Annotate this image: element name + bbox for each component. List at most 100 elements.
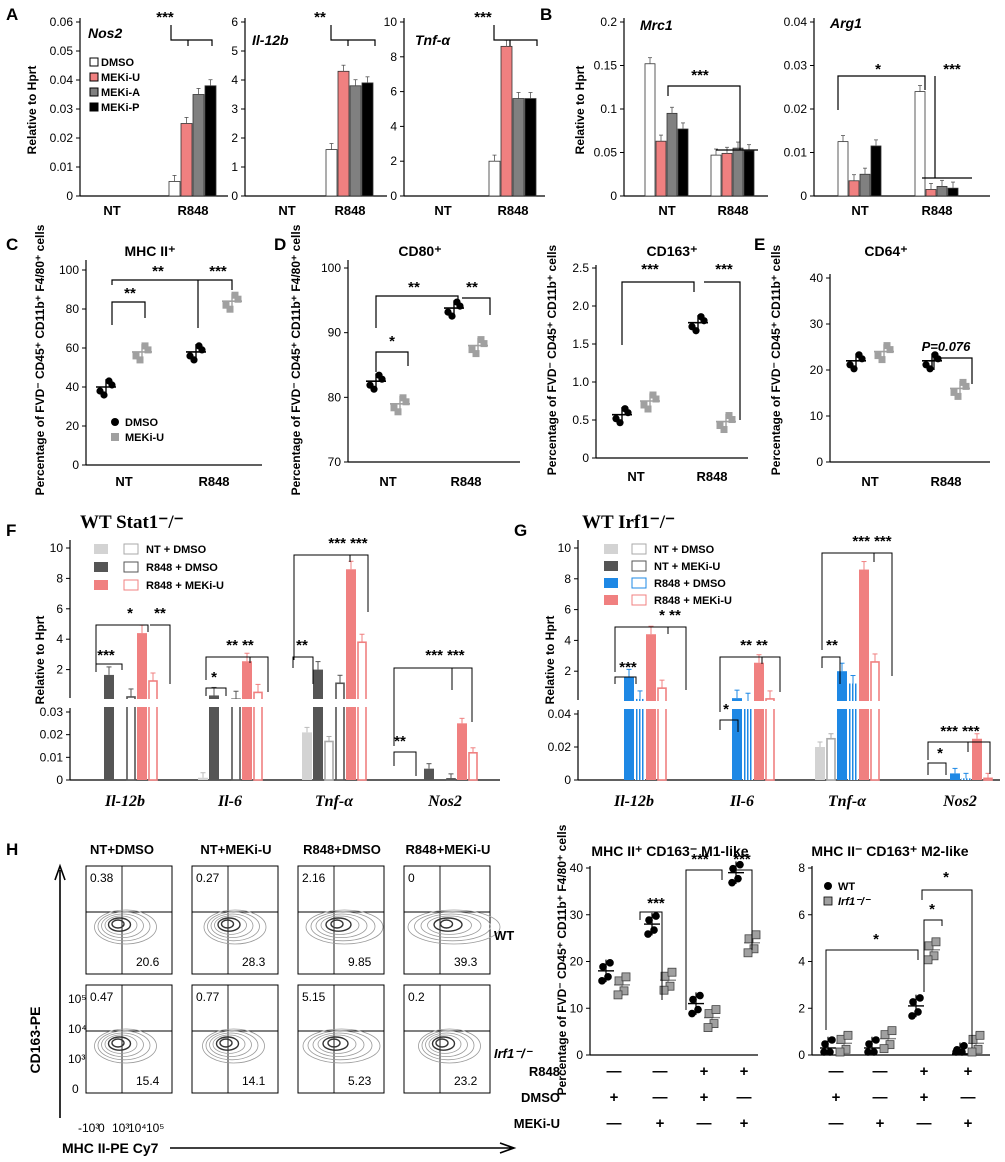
y-tick-label: 0 (390, 189, 397, 203)
significance-mark: *** (715, 261, 733, 278)
contour-line (104, 915, 138, 935)
significance-mark: ** (154, 605, 166, 622)
y-tick-label: 0.02 (40, 728, 64, 742)
y-tick-label: 6 (564, 603, 571, 617)
data-point (399, 394, 407, 402)
y-tick-label: 2.5 (572, 261, 589, 275)
significance-bracket (719, 656, 781, 712)
data-point (652, 912, 660, 920)
panel-a: Relative to Hprt Nos2 0 0.01 0.02 0.03 0.04 0… (25, 9, 545, 218)
data-point (190, 356, 198, 364)
y-tick-label: 0.1 (600, 102, 617, 116)
x-tick-label: NT (861, 474, 878, 489)
legend-swatch (89, 87, 99, 97)
significance-mark: ** (394, 733, 406, 750)
y-tick-label: 4 (231, 73, 238, 87)
condition-mark: + (610, 1089, 619, 1106)
quadrant-value-lower: 14.1 (242, 1074, 266, 1088)
x-axis-arrow (170, 1142, 517, 1154)
y-tick-label: 8 (390, 50, 397, 64)
condition-mark: — (607, 1063, 622, 1080)
condition-mark: + (876, 1115, 885, 1132)
contour-line (111, 919, 125, 929)
legend-swatch (631, 577, 647, 589)
x-tick-label: R848 (198, 474, 229, 489)
contour-line (302, 1028, 381, 1064)
chart-title: Nos2 (88, 25, 122, 41)
y-tick-label: 2.0 (572, 299, 589, 313)
significance-mark: *** (691, 67, 709, 84)
contour-line (327, 1038, 341, 1048)
y-tick-label: 0 (72, 458, 79, 472)
y-tick-label: 0.01 (40, 750, 64, 764)
data-point (886, 346, 894, 354)
contour-line (420, 913, 482, 939)
quadrant-value-lower: 20.6 (136, 955, 160, 969)
data-point (960, 1042, 968, 1050)
y-tick-label: 0.5 (572, 413, 589, 427)
significance-bracket (685, 869, 753, 1010)
bar (950, 773, 960, 780)
contour-line (107, 917, 132, 932)
bar (361, 82, 374, 197)
y-tick-label: 0 (56, 773, 63, 787)
significance-bracket (933, 357, 973, 384)
legend-label: R848 + DMSO (146, 562, 218, 574)
y-tick-label: 30 (810, 317, 824, 331)
significance-bracket (825, 949, 919, 1030)
contour-line (101, 913, 144, 939)
bar (512, 98, 525, 197)
chart-title: MHC II⁻ CD163⁺ M2-like (811, 843, 968, 859)
y-tick-label: 6 (798, 908, 805, 922)
data-point (835, 1047, 845, 1057)
significance-mark: *** (647, 895, 665, 912)
significance-mark: * (929, 901, 935, 918)
data-point (624, 409, 632, 417)
quadrant-value-upper: 0.77 (196, 990, 220, 1004)
y-tick-label: 0 (231, 189, 238, 203)
data-point (821, 1040, 829, 1048)
data-point (606, 959, 614, 967)
y-tick-label: 4 (56, 632, 63, 646)
bar (732, 698, 742, 780)
bar (947, 187, 959, 197)
legend-marker (824, 882, 832, 890)
contour-line (310, 911, 376, 942)
legend-swatch (631, 560, 647, 572)
chart-title: Mrc1 (640, 17, 673, 33)
bar (826, 737, 836, 781)
quadrant-value-upper: 0.2 (408, 990, 425, 1004)
significance-mark: *** (641, 261, 659, 278)
data-point (480, 340, 488, 348)
data-point (950, 388, 958, 396)
x-tick-label: R848 (450, 474, 481, 489)
y-tick-label: 0 (582, 451, 589, 465)
data-point (858, 355, 866, 363)
bar (180, 123, 193, 197)
bar (925, 189, 937, 197)
data-point (468, 346, 476, 354)
bar (721, 152, 733, 197)
contour-line (97, 911, 151, 942)
legend-label: DMSO (125, 417, 158, 429)
contour-line (210, 913, 254, 939)
panel-label-a: A (6, 5, 18, 24)
legend-label: NT + DMSO (146, 544, 207, 556)
y-tick-label: 90 (328, 326, 342, 340)
contour-line (317, 1034, 357, 1054)
data-point (736, 860, 744, 869)
bar (192, 94, 205, 197)
legend-swatch (123, 561, 139, 573)
y-tick-label: 0 (66, 189, 73, 203)
flow-tick-label: 10³ (112, 1121, 129, 1135)
y-tick-label: 2 (564, 664, 571, 678)
data-point (720, 426, 728, 434)
significance-bracket (292, 656, 314, 684)
significance-bracket (821, 656, 841, 684)
panel-label-c: C (6, 235, 18, 254)
y-tick-label: 40 (570, 861, 584, 875)
legend-swatch (604, 595, 618, 605)
chart-title: Arg1 (829, 15, 862, 31)
bar (815, 747, 825, 780)
x-tick-label: Il-12b (613, 793, 654, 810)
